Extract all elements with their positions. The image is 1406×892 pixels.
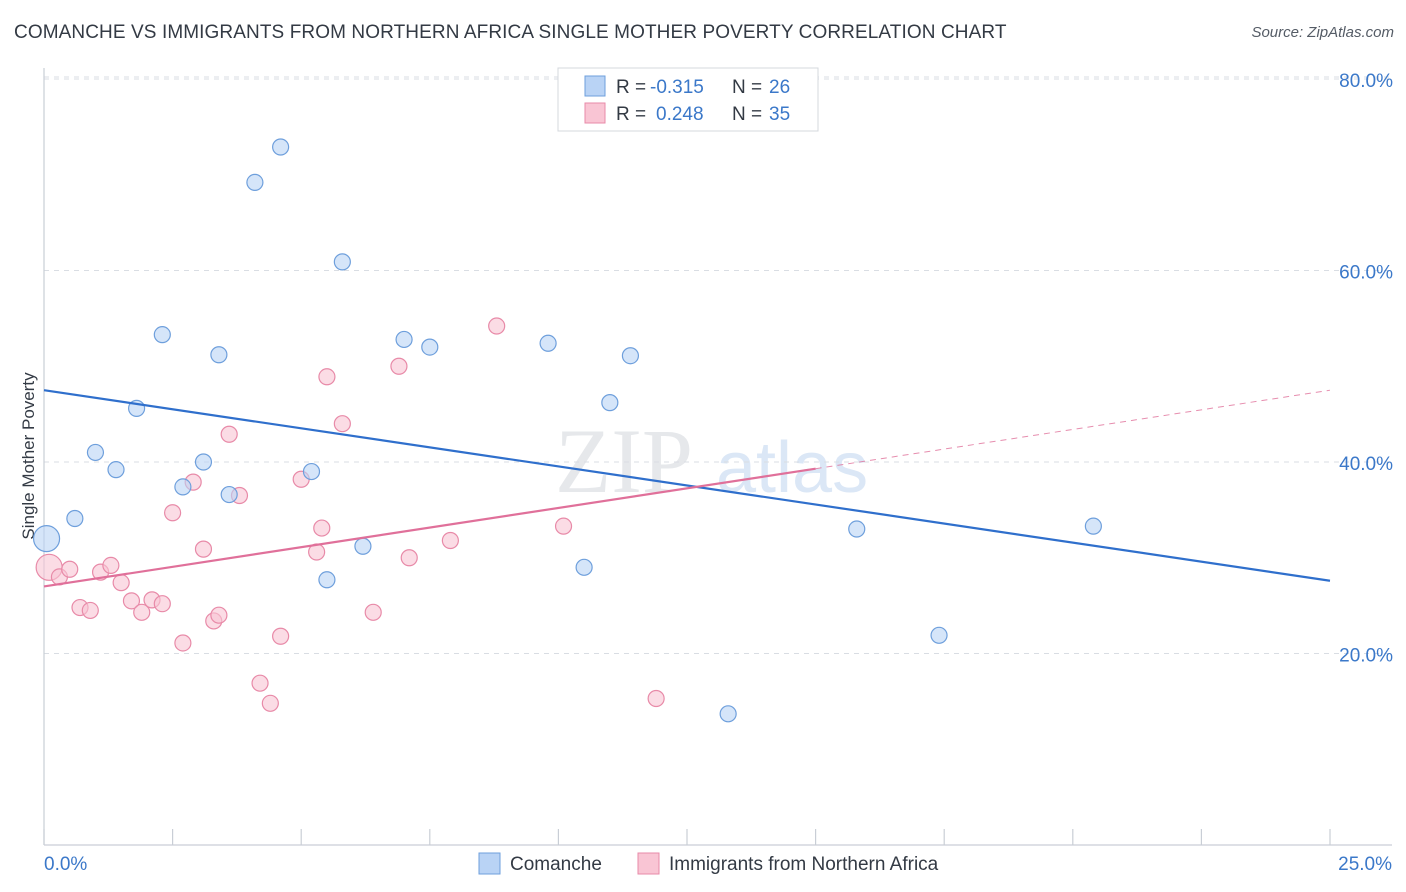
comanche-point-16 bbox=[395, 330, 413, 349]
comanche-point-5 bbox=[153, 326, 171, 344]
immigrants-point-26 bbox=[318, 368, 336, 386]
comanche-point-8 bbox=[210, 346, 228, 364]
y-tick-label-60: 60.0% bbox=[1339, 263, 1393, 284]
bottom-legend-swatch-comanche bbox=[478, 852, 501, 875]
x-tick-label-max: 25.0% bbox=[1338, 854, 1392, 875]
y-tick-label-80: 80.0% bbox=[1339, 71, 1393, 92]
comanche-point-14 bbox=[333, 253, 351, 271]
axes bbox=[43, 68, 1392, 846]
comanche-point-3 bbox=[107, 461, 125, 479]
immigrants-point-34 bbox=[647, 689, 665, 708]
comanche-point-24 bbox=[930, 626, 948, 644]
top-legend: R = -0.315 N = 26 R = 0.248 N = 35 bbox=[557, 67, 819, 132]
immigrants-point-25 bbox=[313, 519, 331, 537]
comanche-point-11 bbox=[272, 138, 290, 156]
immigrants-point-9 bbox=[133, 603, 151, 621]
immigrants-point-13 bbox=[174, 634, 192, 652]
chart-title: COMANCHE VS IMMIGRANTS FROM NORTHERN AFR… bbox=[14, 22, 1007, 43]
legend-n-value-immigrants: 35 bbox=[769, 104, 790, 125]
bottom-legend-label-comanche: Comanche bbox=[510, 854, 602, 875]
watermark-atlas: atlas bbox=[716, 428, 868, 508]
legend-r-label-comanche: R = bbox=[616, 77, 646, 98]
immigrants-point-29 bbox=[390, 357, 408, 375]
gridlines bbox=[44, 76, 1392, 654]
y-tick-labels: 20.0% 40.0% 60.0% 80.0% bbox=[1339, 71, 1393, 667]
comanche-point-22 bbox=[719, 705, 737, 723]
legend-swatch-immigrants bbox=[584, 102, 606, 124]
immigrants-point-18 bbox=[220, 425, 238, 443]
legend-n-label-comanche: N = bbox=[732, 77, 762, 98]
comanche-point-23 bbox=[848, 520, 866, 538]
trend-line-comanche bbox=[43, 389, 1331, 582]
immigrants-point-7 bbox=[112, 574, 130, 592]
immigrants-point-20 bbox=[251, 674, 269, 692]
comanche-point-1 bbox=[66, 509, 84, 528]
comanche-point-18 bbox=[539, 334, 557, 352]
series-immigrants-points bbox=[35, 317, 665, 712]
immigrants-point-6 bbox=[102, 556, 120, 575]
comanche-point-19 bbox=[575, 558, 593, 576]
immigrants-point-22 bbox=[272, 627, 290, 645]
y-tick-label-40: 40.0% bbox=[1339, 454, 1393, 475]
watermark: ZIP atlas bbox=[555, 410, 868, 512]
comanche-point-12 bbox=[302, 462, 321, 481]
comanche-point-2 bbox=[86, 443, 105, 462]
immigrants-point-27 bbox=[333, 415, 351, 433]
x-tick-label-min: 0.0% bbox=[44, 854, 87, 875]
immigrants-point-28 bbox=[364, 603, 382, 621]
watermark-zip: ZIP bbox=[555, 410, 693, 512]
immigrants-point-15 bbox=[194, 540, 213, 558]
comanche-point-13 bbox=[318, 571, 336, 589]
legend-swatch-comanche bbox=[584, 75, 606, 97]
trend-line-immigrants-extrapolated bbox=[815, 389, 1331, 470]
comanche-point-21 bbox=[621, 347, 640, 365]
y-tick-label-20: 20.0% bbox=[1339, 646, 1393, 667]
immigrants-point-33 bbox=[554, 517, 573, 535]
comanche-point-9 bbox=[220, 485, 238, 504]
legend-n-value-comanche: 26 bbox=[769, 77, 790, 98]
y-axis-label: Single Mother Poverty bbox=[19, 372, 38, 540]
immigrants-point-31 bbox=[441, 531, 459, 550]
immigrants-point-11 bbox=[153, 595, 171, 613]
comanche-point-20 bbox=[601, 394, 619, 412]
x-ticks bbox=[43, 829, 1331, 845]
comanche-point-25 bbox=[1084, 517, 1102, 535]
bottom-legend: Comanche Immigrants from Northern Africa bbox=[478, 852, 939, 875]
source-credit: Source: ZipAtlas.com bbox=[1251, 24, 1394, 41]
immigrants-point-30 bbox=[400, 549, 418, 567]
legend-r-label-immigrants: R = bbox=[616, 104, 646, 125]
trend-lines bbox=[43, 389, 1331, 588]
legend-n-label-immigrants: N = bbox=[732, 104, 762, 125]
immigrants-point-12 bbox=[164, 504, 182, 522]
immigrants-point-17 bbox=[210, 606, 228, 624]
bottom-legend-label-immigrants: Immigrants from Northern Africa bbox=[669, 854, 939, 875]
legend-r-value-immigrants: 0.248 bbox=[656, 104, 704, 125]
comanche-point-15 bbox=[354, 537, 372, 555]
legend-r-value-comanche: -0.315 bbox=[650, 77, 704, 98]
comanche-point-0 bbox=[32, 524, 61, 553]
immigrants-point-8 bbox=[122, 592, 141, 610]
comanche-point-6 bbox=[174, 478, 192, 496]
immigrants-point-2 bbox=[61, 560, 79, 578]
immigrants-point-21 bbox=[261, 694, 279, 712]
bottom-legend-swatch-immigrants bbox=[637, 852, 660, 875]
comanche-point-7 bbox=[194, 453, 213, 471]
immigrants-point-4 bbox=[81, 601, 99, 620]
comanche-point-10 bbox=[246, 173, 264, 192]
trend-line-immigrants bbox=[43, 467, 816, 588]
immigrants-point-32 bbox=[488, 317, 506, 335]
comanche-point-17 bbox=[421, 338, 439, 356]
